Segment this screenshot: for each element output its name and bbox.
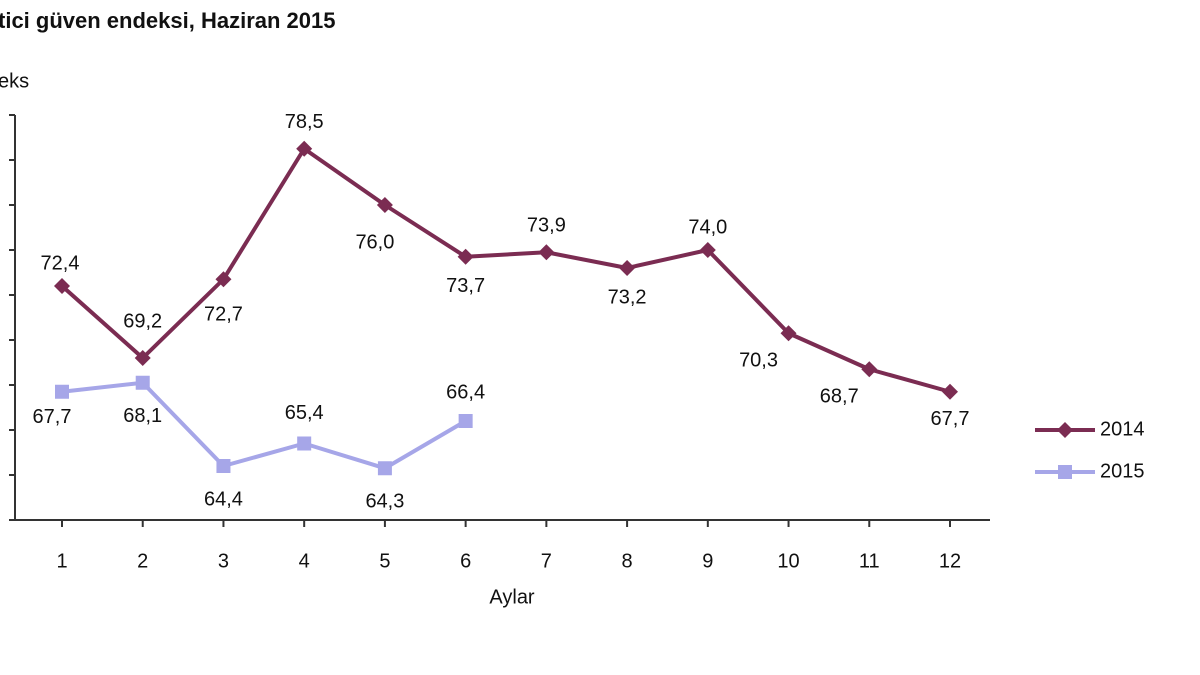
data-label: 73,9 bbox=[527, 215, 566, 237]
x-tick-label: 10 bbox=[777, 550, 799, 572]
x-tick-label: 7 bbox=[541, 550, 552, 572]
x-tick-label: 1 bbox=[56, 550, 67, 572]
x-tick-label: 3 bbox=[218, 550, 229, 572]
data-label: 65,4 bbox=[285, 402, 324, 424]
marker bbox=[619, 260, 636, 276]
data-label: 70,3 bbox=[739, 350, 778, 372]
marker bbox=[55, 384, 69, 399]
marker bbox=[216, 459, 231, 473]
legend-marker bbox=[1058, 465, 1072, 479]
data-label: 72,7 bbox=[204, 304, 243, 326]
marker bbox=[215, 271, 232, 288]
marker bbox=[699, 242, 716, 258]
x-tick-label: 11 bbox=[859, 550, 880, 572]
data-label: 73,2 bbox=[608, 286, 647, 308]
marker bbox=[942, 383, 958, 400]
x-tick-label: 2 bbox=[137, 550, 148, 572]
data-label: 64,3 bbox=[365, 491, 404, 513]
marker bbox=[135, 375, 150, 390]
marker bbox=[457, 248, 474, 265]
data-label: 73,7 bbox=[446, 275, 485, 297]
marker bbox=[780, 325, 797, 342]
marker bbox=[538, 244, 555, 261]
data-label: 66,4 bbox=[446, 381, 485, 403]
data-label: 64,4 bbox=[204, 488, 243, 510]
data-label: 67,7 bbox=[931, 408, 970, 430]
x-tick-label: 4 bbox=[299, 550, 310, 572]
legend-marker bbox=[1057, 422, 1073, 438]
marker bbox=[376, 197, 393, 213]
data-label: 74,0 bbox=[688, 216, 727, 238]
marker bbox=[377, 461, 392, 476]
marker bbox=[297, 436, 312, 451]
data-label: 69,2 bbox=[123, 310, 162, 332]
x-tick-label: 12 bbox=[939, 550, 961, 572]
marker bbox=[861, 361, 878, 378]
legend-label: 2014 bbox=[1100, 418, 1145, 440]
data-label: 68,1 bbox=[123, 405, 162, 427]
chart-title: tici güven endeksi, Haziran 2015 bbox=[0, 8, 335, 33]
data-label: 68,7 bbox=[820, 386, 859, 408]
marker bbox=[134, 350, 151, 366]
legend-label: 2015 bbox=[1100, 460, 1145, 482]
data-label: 78,5 bbox=[285, 111, 324, 133]
y-axis-label: eks bbox=[0, 70, 29, 92]
x-tick-label: 9 bbox=[702, 550, 713, 572]
x-tick-label: 5 bbox=[379, 550, 390, 572]
marker bbox=[296, 140, 313, 157]
data-label: 72,4 bbox=[41, 252, 80, 274]
data-label: 76,0 bbox=[355, 231, 394, 253]
series-line bbox=[61, 380, 467, 471]
data-label: 67,7 bbox=[33, 406, 72, 428]
x-tick-label: 8 bbox=[622, 550, 633, 572]
marker bbox=[458, 414, 473, 428]
x-tick-label: 6 bbox=[460, 550, 471, 572]
series-line bbox=[60, 146, 951, 394]
x-axis-label: Aylar bbox=[489, 586, 535, 608]
marker bbox=[54, 278, 70, 294]
